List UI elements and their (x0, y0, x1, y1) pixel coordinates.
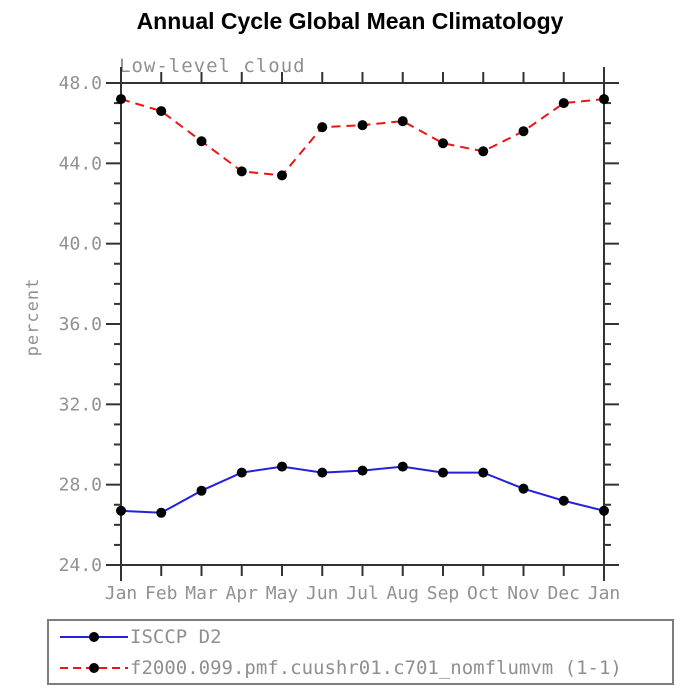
legend-marker-icon (89, 631, 99, 642)
y-tick-label: 32.0 (59, 394, 102, 415)
y-tick-label: 48.0 (59, 73, 102, 94)
chart-subtitle: Low-level cloud (119, 55, 306, 77)
data-point-marker (317, 467, 328, 478)
y-tick-label: 28.0 (59, 475, 102, 496)
data-point-marker (438, 138, 448, 149)
data-point-marker (236, 467, 247, 478)
axes-layer: 24.0 28.0 32.0 36.0 40.0 44.0 48.0 Jan Feb Mar Apr… (59, 67, 621, 604)
data-point-marker (357, 120, 368, 131)
data-point-marker (558, 495, 569, 506)
y-tick-label: 24.0 (59, 555, 102, 576)
data-point-marker (438, 467, 448, 478)
legend-row-model: f2000.099.pmf.cuushr01.c701_nomflumvm (1… (49, 652, 672, 683)
data-point-marker (156, 507, 167, 518)
data-point-marker (116, 94, 126, 105)
data-point-marker (116, 505, 126, 516)
legend-line-sample-dashed (60, 662, 128, 673)
data-point-marker (558, 98, 569, 109)
data-point-marker (518, 483, 529, 494)
data-point-marker (317, 122, 328, 133)
data-point-marker (599, 505, 609, 516)
x-tick-label: Jan (588, 583, 621, 604)
data-point-marker (156, 106, 167, 117)
data-point-marker (478, 146, 489, 157)
x-tick-label: Jul (346, 583, 379, 604)
data-point-marker (518, 126, 529, 137)
x-tick-label: Mar (185, 583, 218, 604)
x-tick-label: Nov (507, 583, 540, 604)
data-point-marker (599, 94, 609, 105)
legend-row-isccp: ISCCP D2 (49, 621, 672, 652)
data-point-marker (196, 136, 207, 147)
data-point-marker (236, 166, 247, 177)
series-layer (116, 94, 609, 518)
y-tick-label: 36.0 (59, 314, 102, 335)
x-tick-label: Apr (225, 583, 258, 604)
data-point-marker (397, 116, 408, 127)
x-tick-label: Oct (467, 583, 500, 604)
data-point-marker (357, 465, 368, 476)
y-tick-label: 40.0 (59, 234, 102, 255)
x-tick-label: Dec (547, 583, 580, 604)
data-point-marker (196, 485, 207, 496)
legend-box: ISCCP D2 f2000.099.pmf.cuushr01.c701_nom… (47, 619, 674, 685)
data-point-marker (397, 461, 408, 472)
legend-marker-icon (89, 662, 99, 673)
x-tick-label: Feb (145, 583, 178, 604)
x-tick-label: Jun (306, 583, 339, 604)
chart-title: Annual Cycle Global Mean Climatology (136, 8, 564, 34)
data-point-marker (277, 461, 287, 472)
y-tick-label: 44.0 (59, 153, 102, 174)
series-line-dashed (120, 98, 605, 177)
legend-label-series-2: f2000.099.pmf.cuushr01.c701_nomflumvm (1… (130, 656, 622, 679)
y-axis-title: percent (23, 278, 43, 357)
x-tick-label: Sep (427, 583, 460, 604)
x-tick-label: Aug (386, 583, 419, 604)
x-tick-label: Jan (105, 583, 138, 604)
x-tick-label: May (266, 583, 299, 604)
legend-label-series-1: ISCCP D2 (130, 625, 222, 648)
data-point-marker (277, 170, 287, 181)
legend-line-sample-solid (60, 631, 128, 642)
data-point-marker (478, 467, 489, 478)
